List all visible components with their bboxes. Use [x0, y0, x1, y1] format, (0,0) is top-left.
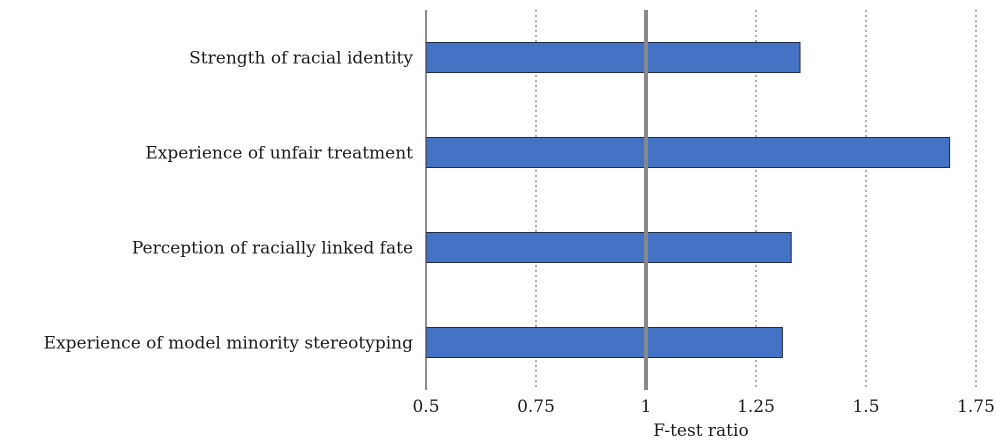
bar [425, 232, 792, 263]
bars [425, 42, 951, 358]
bar [425, 137, 951, 168]
x-tick-label: 1.25 [737, 397, 775, 417]
category-labels: Strength of racial identity Experience of… [44, 49, 414, 354]
axes [425, 10, 648, 390]
x-tick-label: 0.5 [412, 397, 439, 417]
category-label: Strength of racial identity [189, 49, 413, 69]
bar [425, 42, 801, 73]
category-label: Experience of unfair treatment [145, 144, 413, 164]
x-axis-title: F-test ratio [653, 421, 748, 441]
x-tick-labels: 0.5 0.75 1 1.25 1.5 1.75 [412, 397, 994, 417]
x-tick-label: 1.75 [957, 397, 995, 417]
x-tick-label: 0.75 [517, 397, 555, 417]
x-tick-label: 1.5 [852, 397, 879, 417]
category-label: Experience of model minority stereotypin… [44, 334, 413, 354]
bar [425, 327, 783, 358]
category-label: Perception of racially linked fate [132, 239, 413, 259]
x-tick-label: 1 [641, 397, 652, 417]
gridlines [535, 10, 977, 390]
